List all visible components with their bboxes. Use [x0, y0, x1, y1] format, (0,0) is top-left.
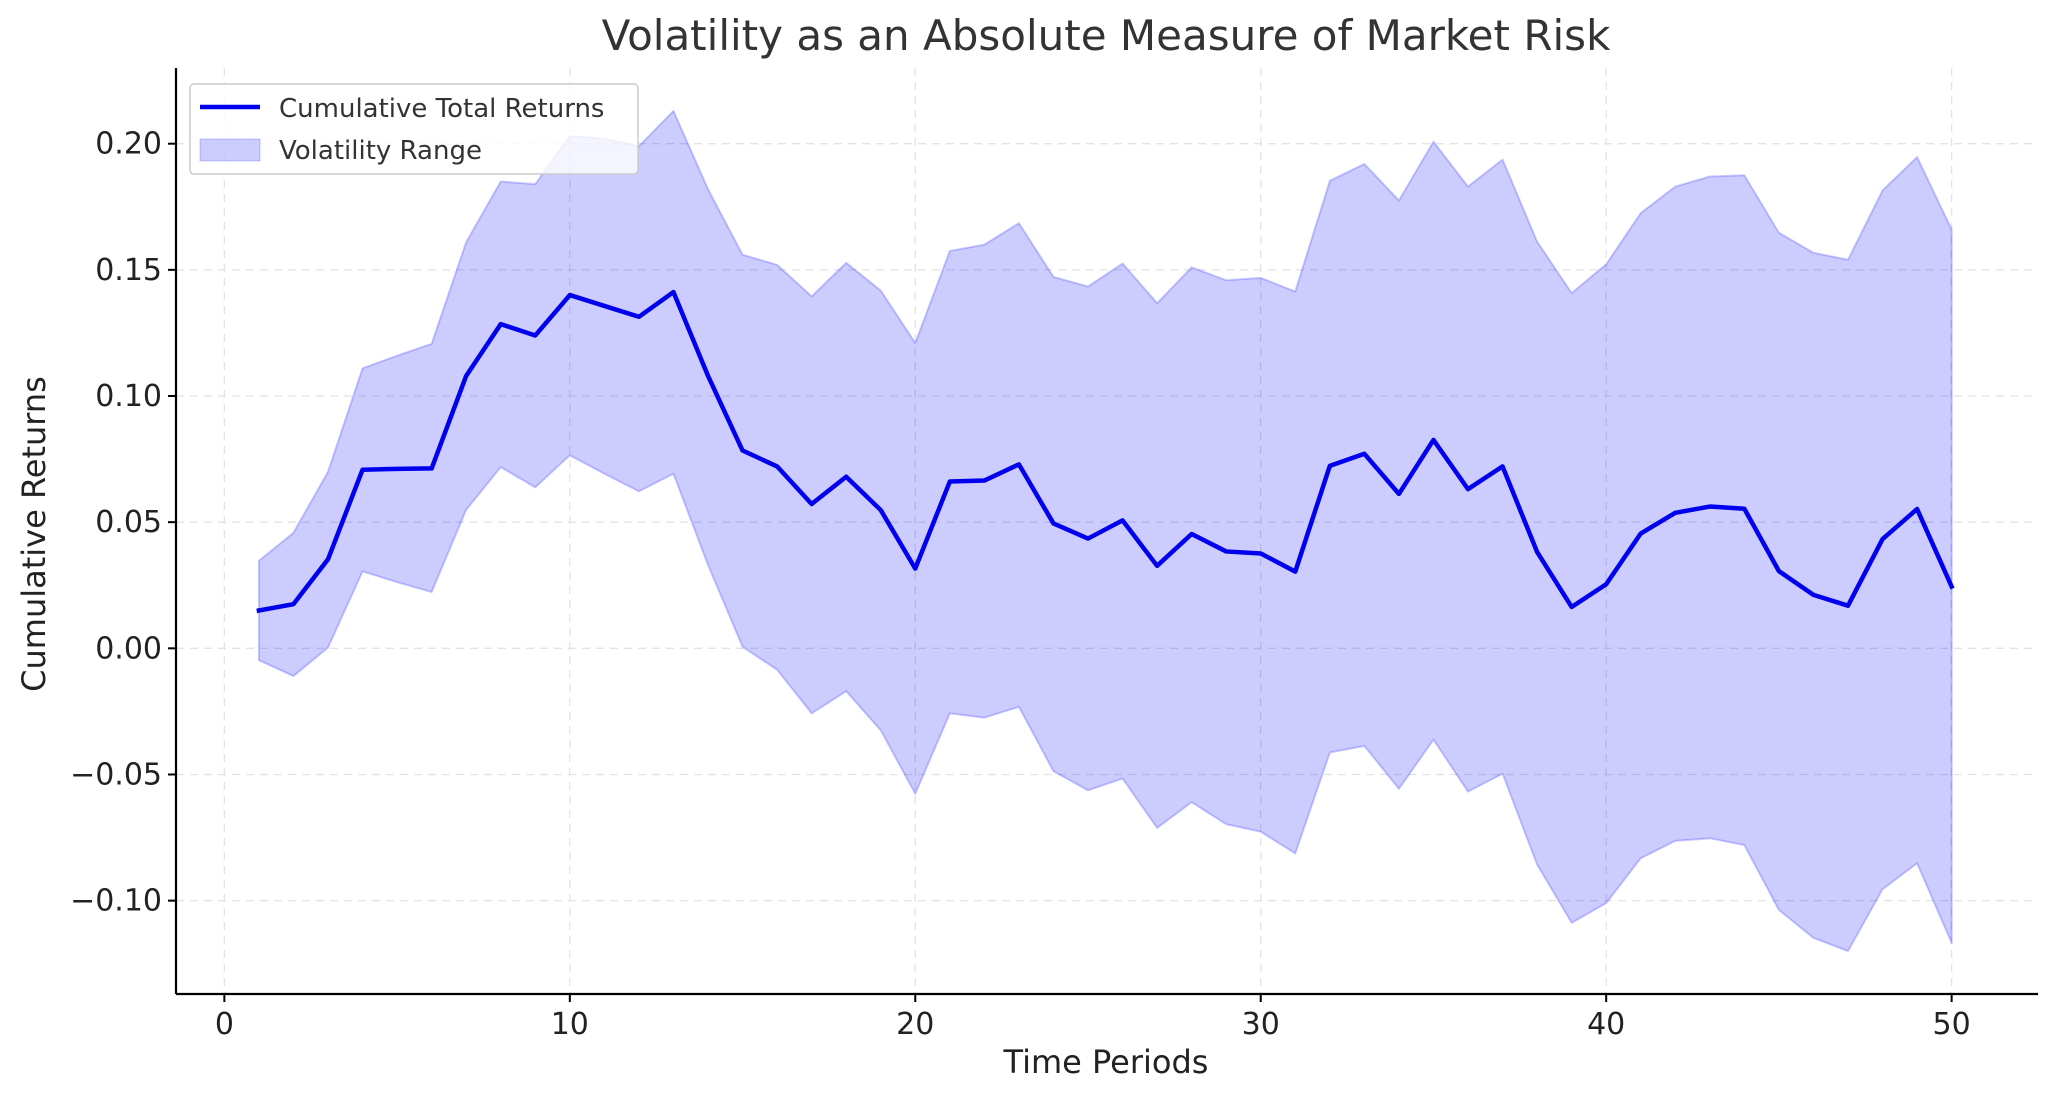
x-tick-label-3: 30 [1242, 1007, 1280, 1042]
y-tick-label-5: 0.15 [95, 253, 162, 288]
y-tick-label-0: −0.10 [70, 884, 162, 919]
y-axis-label: Cumulative Returns [15, 376, 53, 692]
y-tick-label-4: 0.10 [95, 379, 162, 414]
chart-title: Volatility as an Absolute Measure of Mar… [602, 11, 1611, 60]
axes [174, 68, 2038, 996]
legend-frame [189, 83, 639, 175]
ticks: 0 10 20 30 40 50 −0.10 −0.05 0.00 0.05 0.10 0.15 0.2… [70, 127, 1971, 1042]
x-tick-label-1: 10 [551, 1007, 589, 1042]
legend-label-returns: Cumulative Total Returns [279, 94, 604, 124]
y-tick-label-3: 0.05 [95, 505, 162, 540]
legend: Cumulative Total Returns Volatility Rang… [189, 83, 639, 175]
y-tick-label-1: −0.05 [70, 757, 162, 792]
y-tick-label-2: 0.00 [95, 631, 162, 666]
legend-band-swatch [199, 138, 261, 162]
returns-line-layer [256, 289, 1955, 614]
x-tick-label-0: 0 [215, 1007, 234, 1042]
returns-line-series-0 [256, 289, 1955, 614]
x-tick-label-5: 50 [1933, 1007, 1971, 1042]
y-tick-label-6: 0.20 [95, 127, 162, 162]
x-tick-label-4: 40 [1587, 1007, 1625, 1042]
x-tick-label-2: 20 [896, 1007, 934, 1042]
x-axis-label: Time Periods [1003, 1043, 1209, 1081]
legend-label-volatility: Volatility Range [279, 136, 482, 166]
